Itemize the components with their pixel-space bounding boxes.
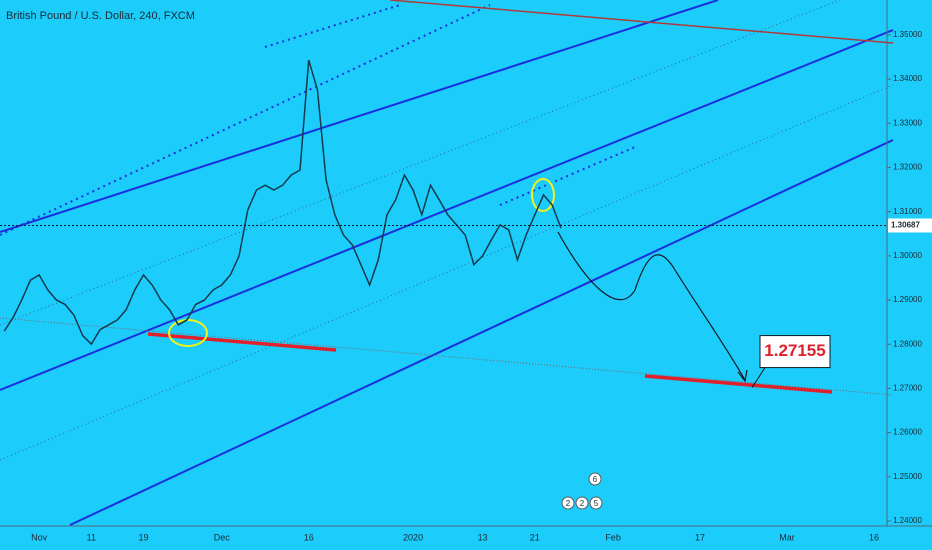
x-tick-label: 2020 [403, 532, 423, 542]
x-tick-label: Mar [779, 532, 795, 542]
median-line [0, 84, 894, 461]
event-badge [589, 496, 603, 510]
channel-line [0, 0, 719, 233]
x-tick-label: 17 [695, 532, 705, 542]
y-tick-label: 1.33000 [893, 118, 922, 127]
y-tick-label: 1.24000 [893, 516, 922, 525]
channel-line [0, 29, 894, 391]
event-count: 2 [580, 499, 585, 508]
channel-line [69, 139, 894, 526]
trend-line [389, 0, 894, 44]
event-count: 6 [593, 475, 598, 484]
x-tick-label: 16 [869, 532, 879, 542]
projection-arrow [557, 231, 746, 381]
price-line [3, 59, 562, 346]
dotted-channel [0, 4, 491, 236]
x-tick-label: 19 [138, 532, 148, 542]
y-tick-label: 1.35000 [893, 30, 922, 39]
x-tick-label: Nov [31, 532, 48, 542]
dotted-channel [499, 146, 636, 206]
y-tick-label: 1.30000 [893, 251, 922, 260]
event-badge [575, 496, 589, 510]
last-price-tag [888, 218, 932, 233]
x-tick-label: 16 [304, 532, 314, 542]
support-line [644, 374, 833, 394]
event-badge [561, 496, 575, 510]
x-tick-label: Feb [605, 532, 621, 542]
y-tick-label: 1.26000 [893, 428, 922, 437]
x-tick-label: 13 [478, 532, 488, 542]
highlight [168, 319, 208, 347]
x-tick-label: Dec [214, 532, 231, 542]
event-count: 2 [566, 499, 571, 508]
highlight [531, 178, 555, 212]
support-line [147, 332, 337, 352]
y-tick-label: 1.32000 [893, 163, 922, 172]
y-tick-label: 1.29000 [893, 295, 922, 304]
y-tick-label: 1.25000 [893, 472, 922, 481]
target-box [759, 335, 831, 369]
y-tick-label: 1.28000 [893, 339, 922, 348]
y-tick-label: 1.27000 [893, 384, 922, 393]
x-tick-label: 21 [530, 532, 540, 542]
drawings [0, 0, 894, 526]
y-tick-label: 1.31000 [893, 207, 922, 216]
arrow-head [737, 369, 748, 383]
target-label: 1.27155 [764, 341, 825, 360]
event-count: 5 [594, 499, 599, 508]
x-tick-label: 11 [87, 532, 96, 542]
target-pointer [751, 367, 766, 388]
y-tick-label: 1.34000 [893, 74, 922, 83]
event-badge [588, 472, 602, 486]
chart-title: British Pound / U.S. Dollar, 240, FXCM [6, 10, 195, 22]
last-price-label: 1.30687 [891, 221, 920, 230]
